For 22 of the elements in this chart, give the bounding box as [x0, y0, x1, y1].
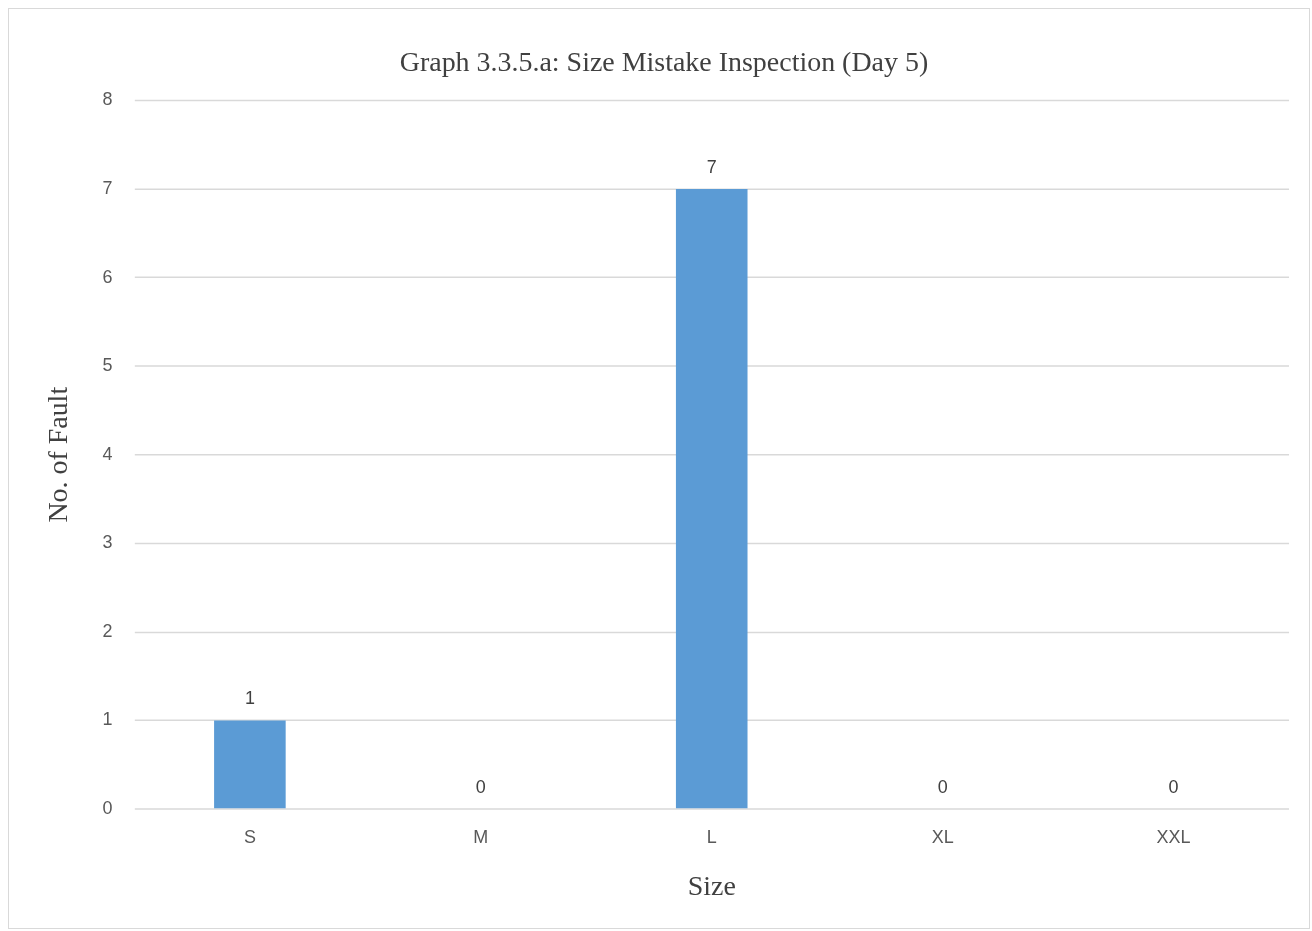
chart-title: Graph 3.3.5.a: Size Mistake Inspection (Day 5) [399, 46, 929, 78]
y-tick-label: 7 [102, 177, 113, 198]
x-tick-label: S [243, 826, 256, 847]
data-label: 1 [244, 688, 255, 709]
x-tick-label: XL [931, 826, 954, 847]
y-tick-label: 0 [102, 798, 113, 819]
data-label: 0 [475, 777, 486, 798]
x-axis-title: Size [687, 869, 736, 901]
y-tick-label: 2 [102, 620, 113, 641]
y-tick-label: 4 [102, 443, 113, 464]
x-tick-label: L [706, 826, 717, 847]
y-tick-label: 5 [102, 355, 113, 376]
y-axis-title: No. of Fault [42, 386, 74, 523]
data-label: 0 [937, 777, 948, 798]
x-tick-label: M [473, 826, 489, 847]
x-tick-label: XXL [1156, 826, 1191, 847]
data-label: 0 [1168, 777, 1179, 798]
data-label: 7 [706, 156, 717, 177]
y-tick-label: 1 [102, 709, 113, 730]
y-tick-label: 3 [102, 532, 113, 553]
y-tick-label: 8 [102, 89, 113, 110]
y-tick-label: 6 [102, 266, 113, 287]
